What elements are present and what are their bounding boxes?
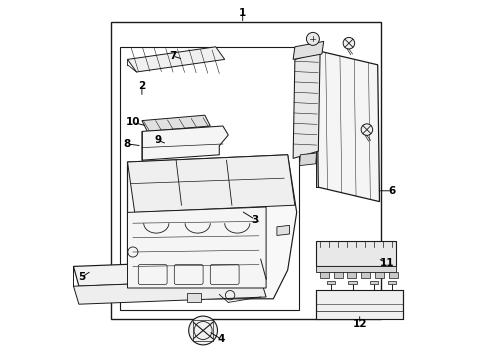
- Ellipse shape: [156, 130, 178, 145]
- Text: 1: 1: [239, 8, 246, 18]
- Text: 10: 10: [125, 117, 140, 127]
- Polygon shape: [374, 272, 383, 278]
- Polygon shape: [73, 259, 265, 286]
- Polygon shape: [299, 153, 316, 166]
- Polygon shape: [127, 155, 294, 212]
- Polygon shape: [361, 272, 369, 278]
- Polygon shape: [369, 281, 378, 284]
- Polygon shape: [316, 266, 395, 272]
- Polygon shape: [326, 281, 335, 284]
- Text: 11: 11: [379, 258, 393, 268]
- Polygon shape: [316, 290, 402, 319]
- Circle shape: [343, 37, 354, 49]
- Text: 3: 3: [251, 215, 258, 225]
- Polygon shape: [142, 115, 210, 131]
- Polygon shape: [127, 155, 296, 299]
- Text: 4: 4: [217, 334, 224, 344]
- Polygon shape: [204, 192, 289, 205]
- Text: 8: 8: [123, 139, 131, 149]
- Text: 9: 9: [154, 135, 162, 145]
- Polygon shape: [292, 41, 323, 59]
- Polygon shape: [127, 207, 265, 288]
- Polygon shape: [387, 281, 396, 284]
- Polygon shape: [333, 272, 342, 278]
- Circle shape: [361, 124, 372, 135]
- Polygon shape: [320, 272, 328, 278]
- Ellipse shape: [183, 130, 205, 145]
- Polygon shape: [347, 281, 356, 284]
- Polygon shape: [127, 47, 224, 72]
- Polygon shape: [186, 293, 201, 302]
- Text: 2: 2: [138, 81, 145, 91]
- Text: 5: 5: [78, 272, 85, 282]
- Circle shape: [306, 32, 319, 45]
- Circle shape: [188, 316, 217, 345]
- Polygon shape: [316, 50, 379, 202]
- Polygon shape: [73, 279, 265, 304]
- Polygon shape: [347, 272, 356, 278]
- Text: 12: 12: [352, 319, 366, 329]
- Text: 7: 7: [168, 51, 176, 61]
- Polygon shape: [142, 126, 228, 160]
- Polygon shape: [387, 272, 397, 278]
- Polygon shape: [292, 52, 320, 158]
- Polygon shape: [276, 225, 289, 235]
- Polygon shape: [316, 241, 395, 266]
- Text: 6: 6: [387, 186, 395, 196]
